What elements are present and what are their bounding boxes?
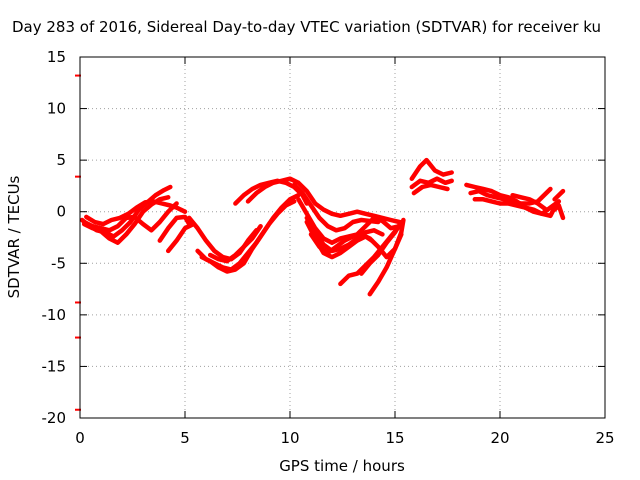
x-tick-label: 15	[385, 429, 404, 447]
series-arc15	[304, 215, 385, 254]
axis-ticks: 0 5 10 15 20 25 15 10 5 0 -5 -10 -15 -20	[42, 48, 615, 447]
series-arc21	[409, 157, 454, 181]
series-arc10	[207, 223, 263, 264]
y-tick-label: -5	[51, 254, 66, 272]
y-axis-label: SDTVAR / TECUs	[5, 175, 23, 298]
series-arc28	[552, 203, 566, 221]
y-tick-label: 5	[56, 151, 66, 169]
series-arc22	[409, 176, 454, 190]
series-arc26	[472, 197, 557, 219]
series-arc17	[304, 219, 375, 260]
y-tick-label: 10	[47, 100, 66, 118]
x-tick-label: 20	[490, 429, 509, 447]
series-arc23	[411, 182, 450, 196]
y-tick-label: -15	[42, 357, 67, 375]
x-axis-label: GPS time / hours	[279, 457, 405, 475]
y-tick-label: 15	[47, 48, 66, 66]
grid	[80, 57, 605, 418]
series-arc12	[245, 176, 402, 225]
x-tick-label: 25	[595, 429, 614, 447]
x-tick-label: 10	[280, 429, 299, 447]
y-tick-label: -20	[42, 409, 67, 427]
chart-title: Day 283 of 2016, Sidereal Day-to-day VTE…	[12, 18, 601, 36]
series-arc19	[359, 219, 404, 276]
plot-frame	[79, 56, 606, 419]
series-arc13	[291, 182, 381, 233]
series-arc25	[468, 186, 553, 206]
series-arc6	[165, 221, 196, 254]
series-arc20	[367, 232, 404, 297]
series-arc3	[84, 199, 188, 227]
series-arc27	[552, 188, 566, 202]
x-tick-label: 5	[180, 429, 190, 447]
data-series	[75, 74, 566, 411]
series-arc5	[157, 214, 192, 243]
y-tick-label: -10	[42, 306, 67, 324]
series-arc29	[510, 192, 549, 212]
series-arc9	[199, 199, 297, 274]
y-tick-label: 0	[56, 203, 66, 221]
series-arc4	[81, 201, 179, 233]
x-tick-label: 0	[75, 429, 85, 447]
